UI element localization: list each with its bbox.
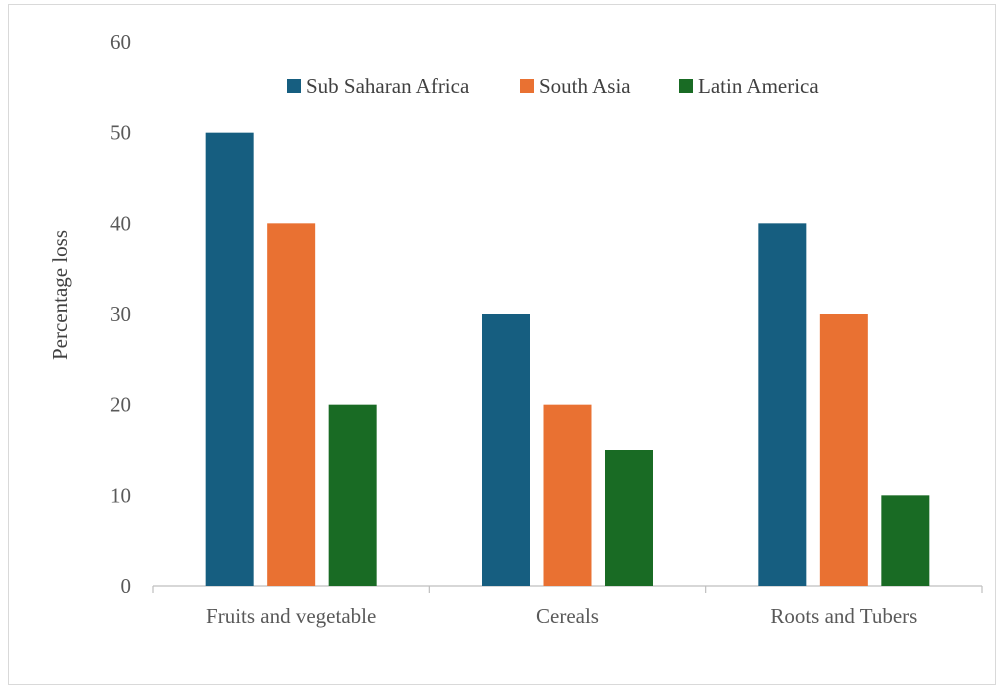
bar-south-asia-1: [267, 223, 316, 587]
legend-swatch: [520, 79, 534, 93]
y-tick-label: 20: [110, 393, 131, 417]
bars: [205, 132, 930, 587]
legend-label: Sub Saharan Africa: [306, 74, 470, 98]
bar-latin-america-1: [328, 404, 377, 586]
bar-latin-america-2: [605, 450, 653, 586]
y-tick-label: 40: [110, 211, 131, 235]
bar-sub-saharan-africa-2: [482, 314, 530, 586]
x-category-label: Cereals: [536, 604, 599, 628]
y-axis-title: Percentage loss: [48, 230, 72, 360]
legend: Sub Saharan Africa South Asia Latin Americ…: [287, 74, 819, 98]
bar-sub-saharan-africa-1: [205, 132, 254, 586]
legend-label: Latin America: [698, 74, 819, 98]
x-axis-labels: Fruits and vegetable Cereals Roots and Tub…: [206, 604, 917, 628]
bar-south-asia-3: [819, 314, 868, 586]
y-tick-label: 60: [110, 30, 131, 54]
bar-sub-saharan-africa-3: [758, 223, 807, 587]
x-category-label: Fruits and vegetable: [206, 604, 376, 628]
y-tick-label: 50: [110, 121, 131, 145]
legend-swatch: [287, 79, 301, 93]
y-tick-label: 0: [121, 574, 132, 598]
bar-latin-america-3: [881, 495, 930, 586]
y-tick-label: 10: [110, 483, 131, 507]
y-axis-ticks: 0 10 20 30 40 50 60: [110, 30, 131, 598]
bar-south-asia-2: [543, 404, 592, 586]
x-category-label: Roots and Tubers: [770, 604, 917, 628]
x-axis-ticks: [152, 586, 983, 593]
legend-swatch: [679, 79, 693, 93]
legend-label: South Asia: [539, 74, 631, 98]
y-tick-label: 30: [110, 302, 131, 326]
